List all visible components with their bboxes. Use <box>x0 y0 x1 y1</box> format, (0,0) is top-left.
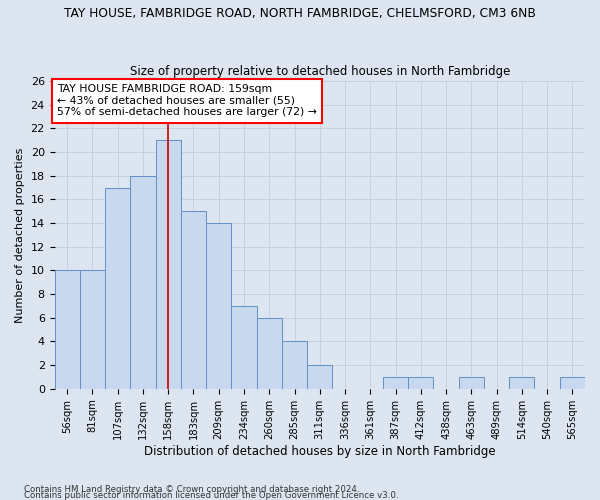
Bar <box>80 270 105 389</box>
Bar <box>282 342 307 389</box>
Bar <box>130 176 155 389</box>
Bar <box>55 270 80 389</box>
X-axis label: Distribution of detached houses by size in North Fambridge: Distribution of detached houses by size … <box>144 444 496 458</box>
Bar <box>408 377 433 389</box>
Title: Size of property relative to detached houses in North Fambridge: Size of property relative to detached ho… <box>130 66 510 78</box>
Bar <box>155 140 181 389</box>
Bar <box>206 223 232 389</box>
Bar <box>307 365 332 389</box>
Bar <box>458 377 484 389</box>
Bar <box>105 188 130 389</box>
Bar <box>560 377 585 389</box>
Y-axis label: Number of detached properties: Number of detached properties <box>15 148 25 322</box>
Bar <box>383 377 408 389</box>
Text: TAY HOUSE FAMBRIDGE ROAD: 159sqm
← 43% of detached houses are smaller (55)
57% o: TAY HOUSE FAMBRIDGE ROAD: 159sqm ← 43% o… <box>57 84 317 117</box>
Bar <box>232 306 257 389</box>
Text: Contains public sector information licensed under the Open Government Licence v3: Contains public sector information licen… <box>24 490 398 500</box>
Bar <box>181 212 206 389</box>
Text: TAY HOUSE, FAMBRIDGE ROAD, NORTH FAMBRIDGE, CHELMSFORD, CM3 6NB: TAY HOUSE, FAMBRIDGE ROAD, NORTH FAMBRID… <box>64 8 536 20</box>
Bar <box>509 377 535 389</box>
Bar <box>257 318 282 389</box>
Text: Contains HM Land Registry data © Crown copyright and database right 2024.: Contains HM Land Registry data © Crown c… <box>24 484 359 494</box>
